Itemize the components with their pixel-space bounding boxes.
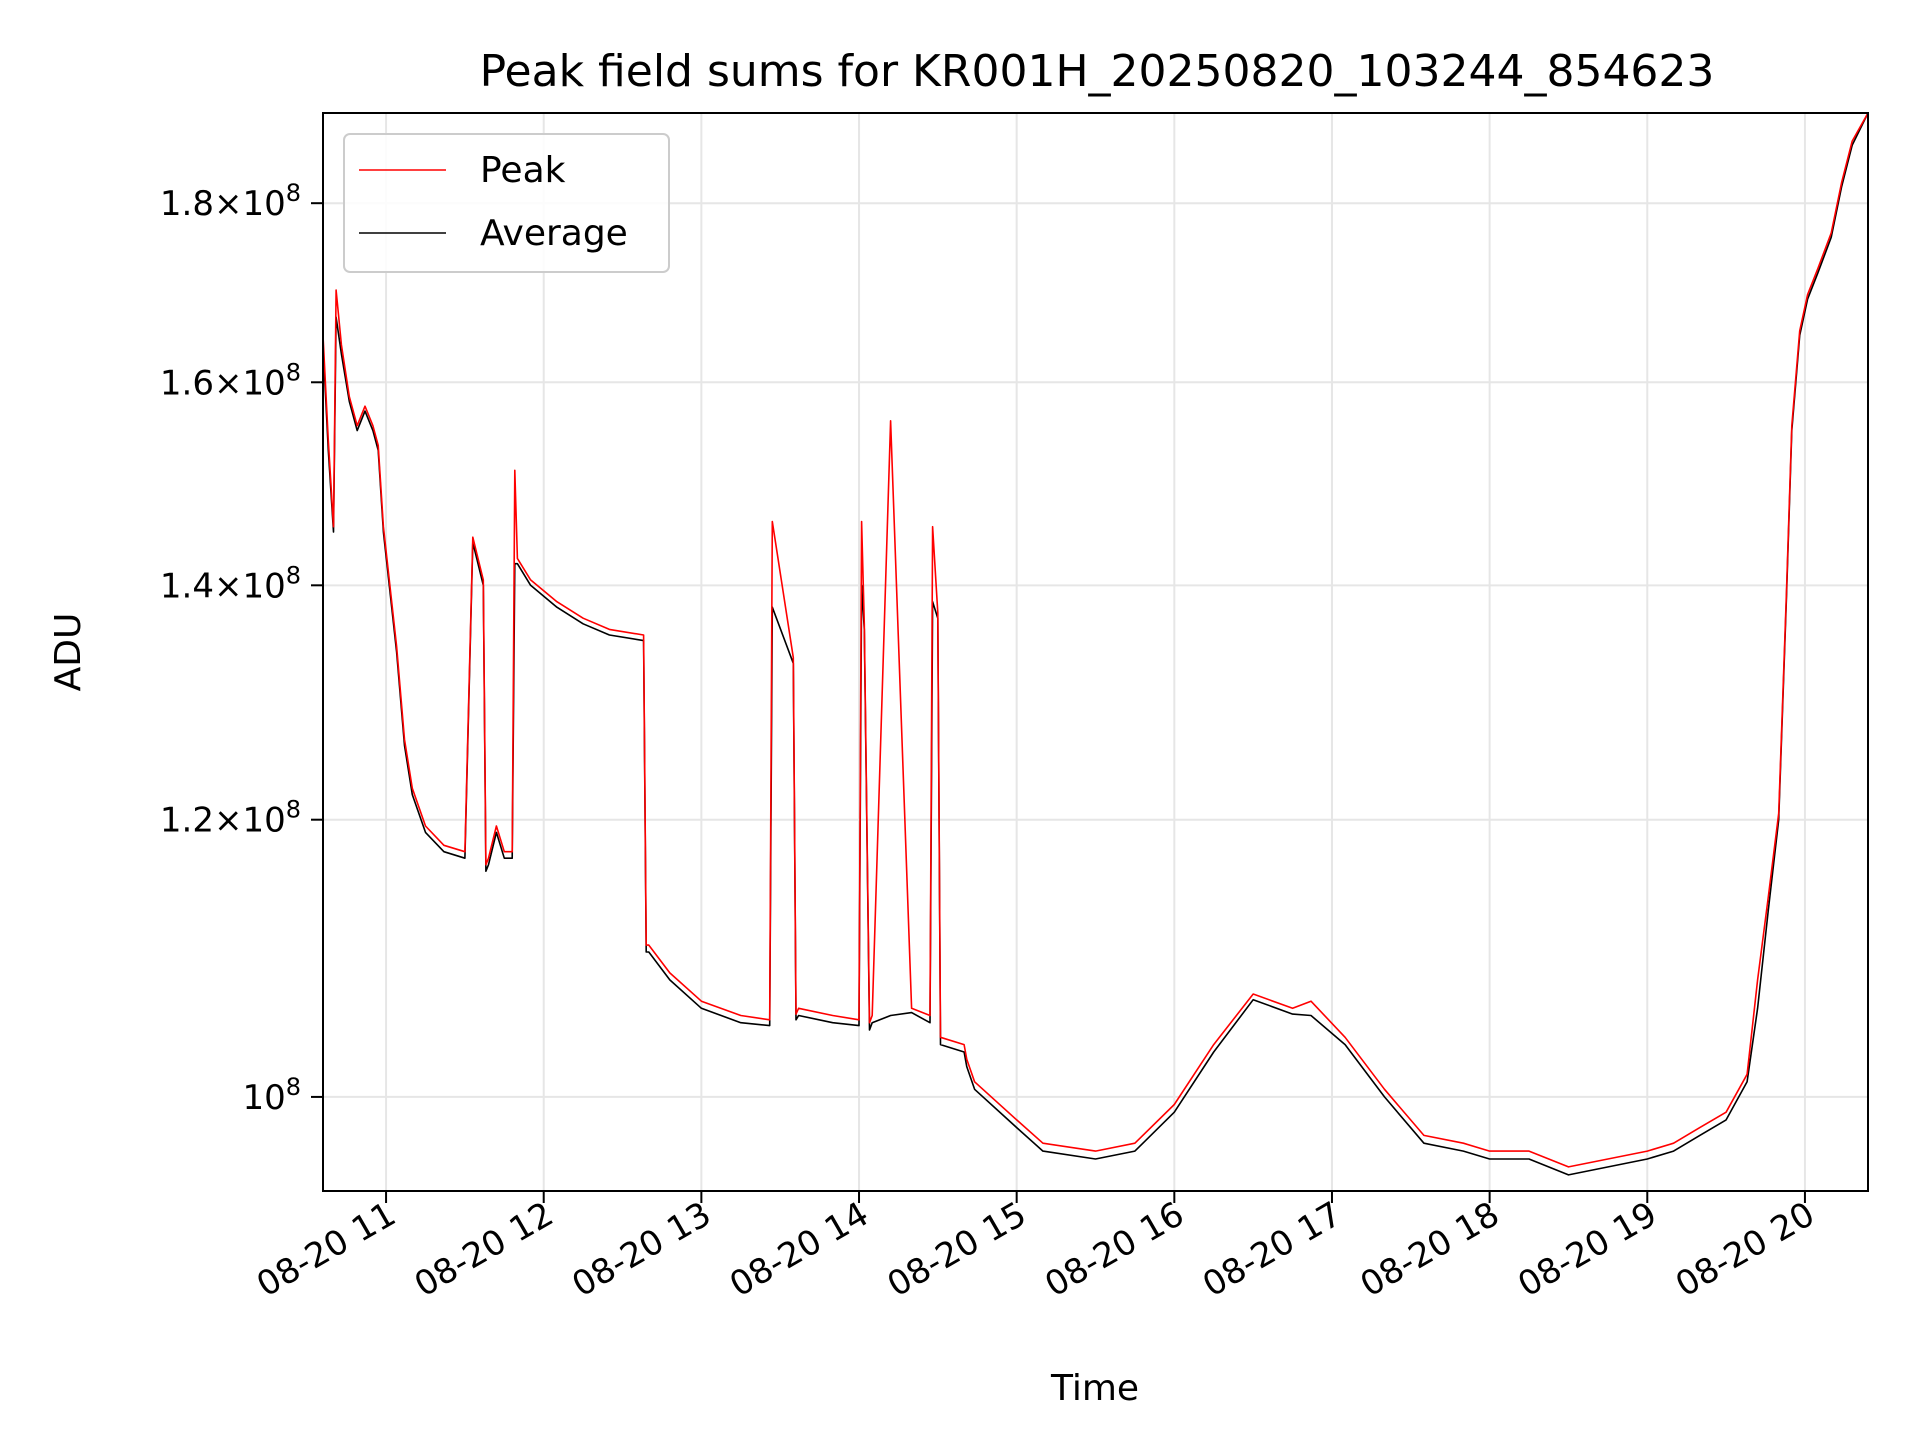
y-tick-label: 108 <box>242 1073 301 1118</box>
series-line-peak <box>322 112 1869 1168</box>
y-tick-label: 1.6×108 <box>160 358 301 403</box>
chart-title: Peak field sums for KR001H_20250820_1032… <box>480 46 1715 97</box>
y-tick-label: 1.2×108 <box>160 796 301 841</box>
legend-box <box>343 133 670 273</box>
y-tick-label: 1.4×108 <box>160 561 301 606</box>
legend-label-peak: Peak <box>480 150 566 191</box>
legend: Peak Average <box>343 133 670 273</box>
y-tick-label: 1.8×108 <box>160 179 301 224</box>
x-axis-label: Time <box>1050 1368 1139 1409</box>
grid-layer <box>323 113 1868 1191</box>
y-axis-label: ADU <box>48 613 89 692</box>
legend-label-average: Average <box>480 213 628 254</box>
plot-frame <box>322 112 1869 1192</box>
series-layer <box>322 112 1869 1176</box>
